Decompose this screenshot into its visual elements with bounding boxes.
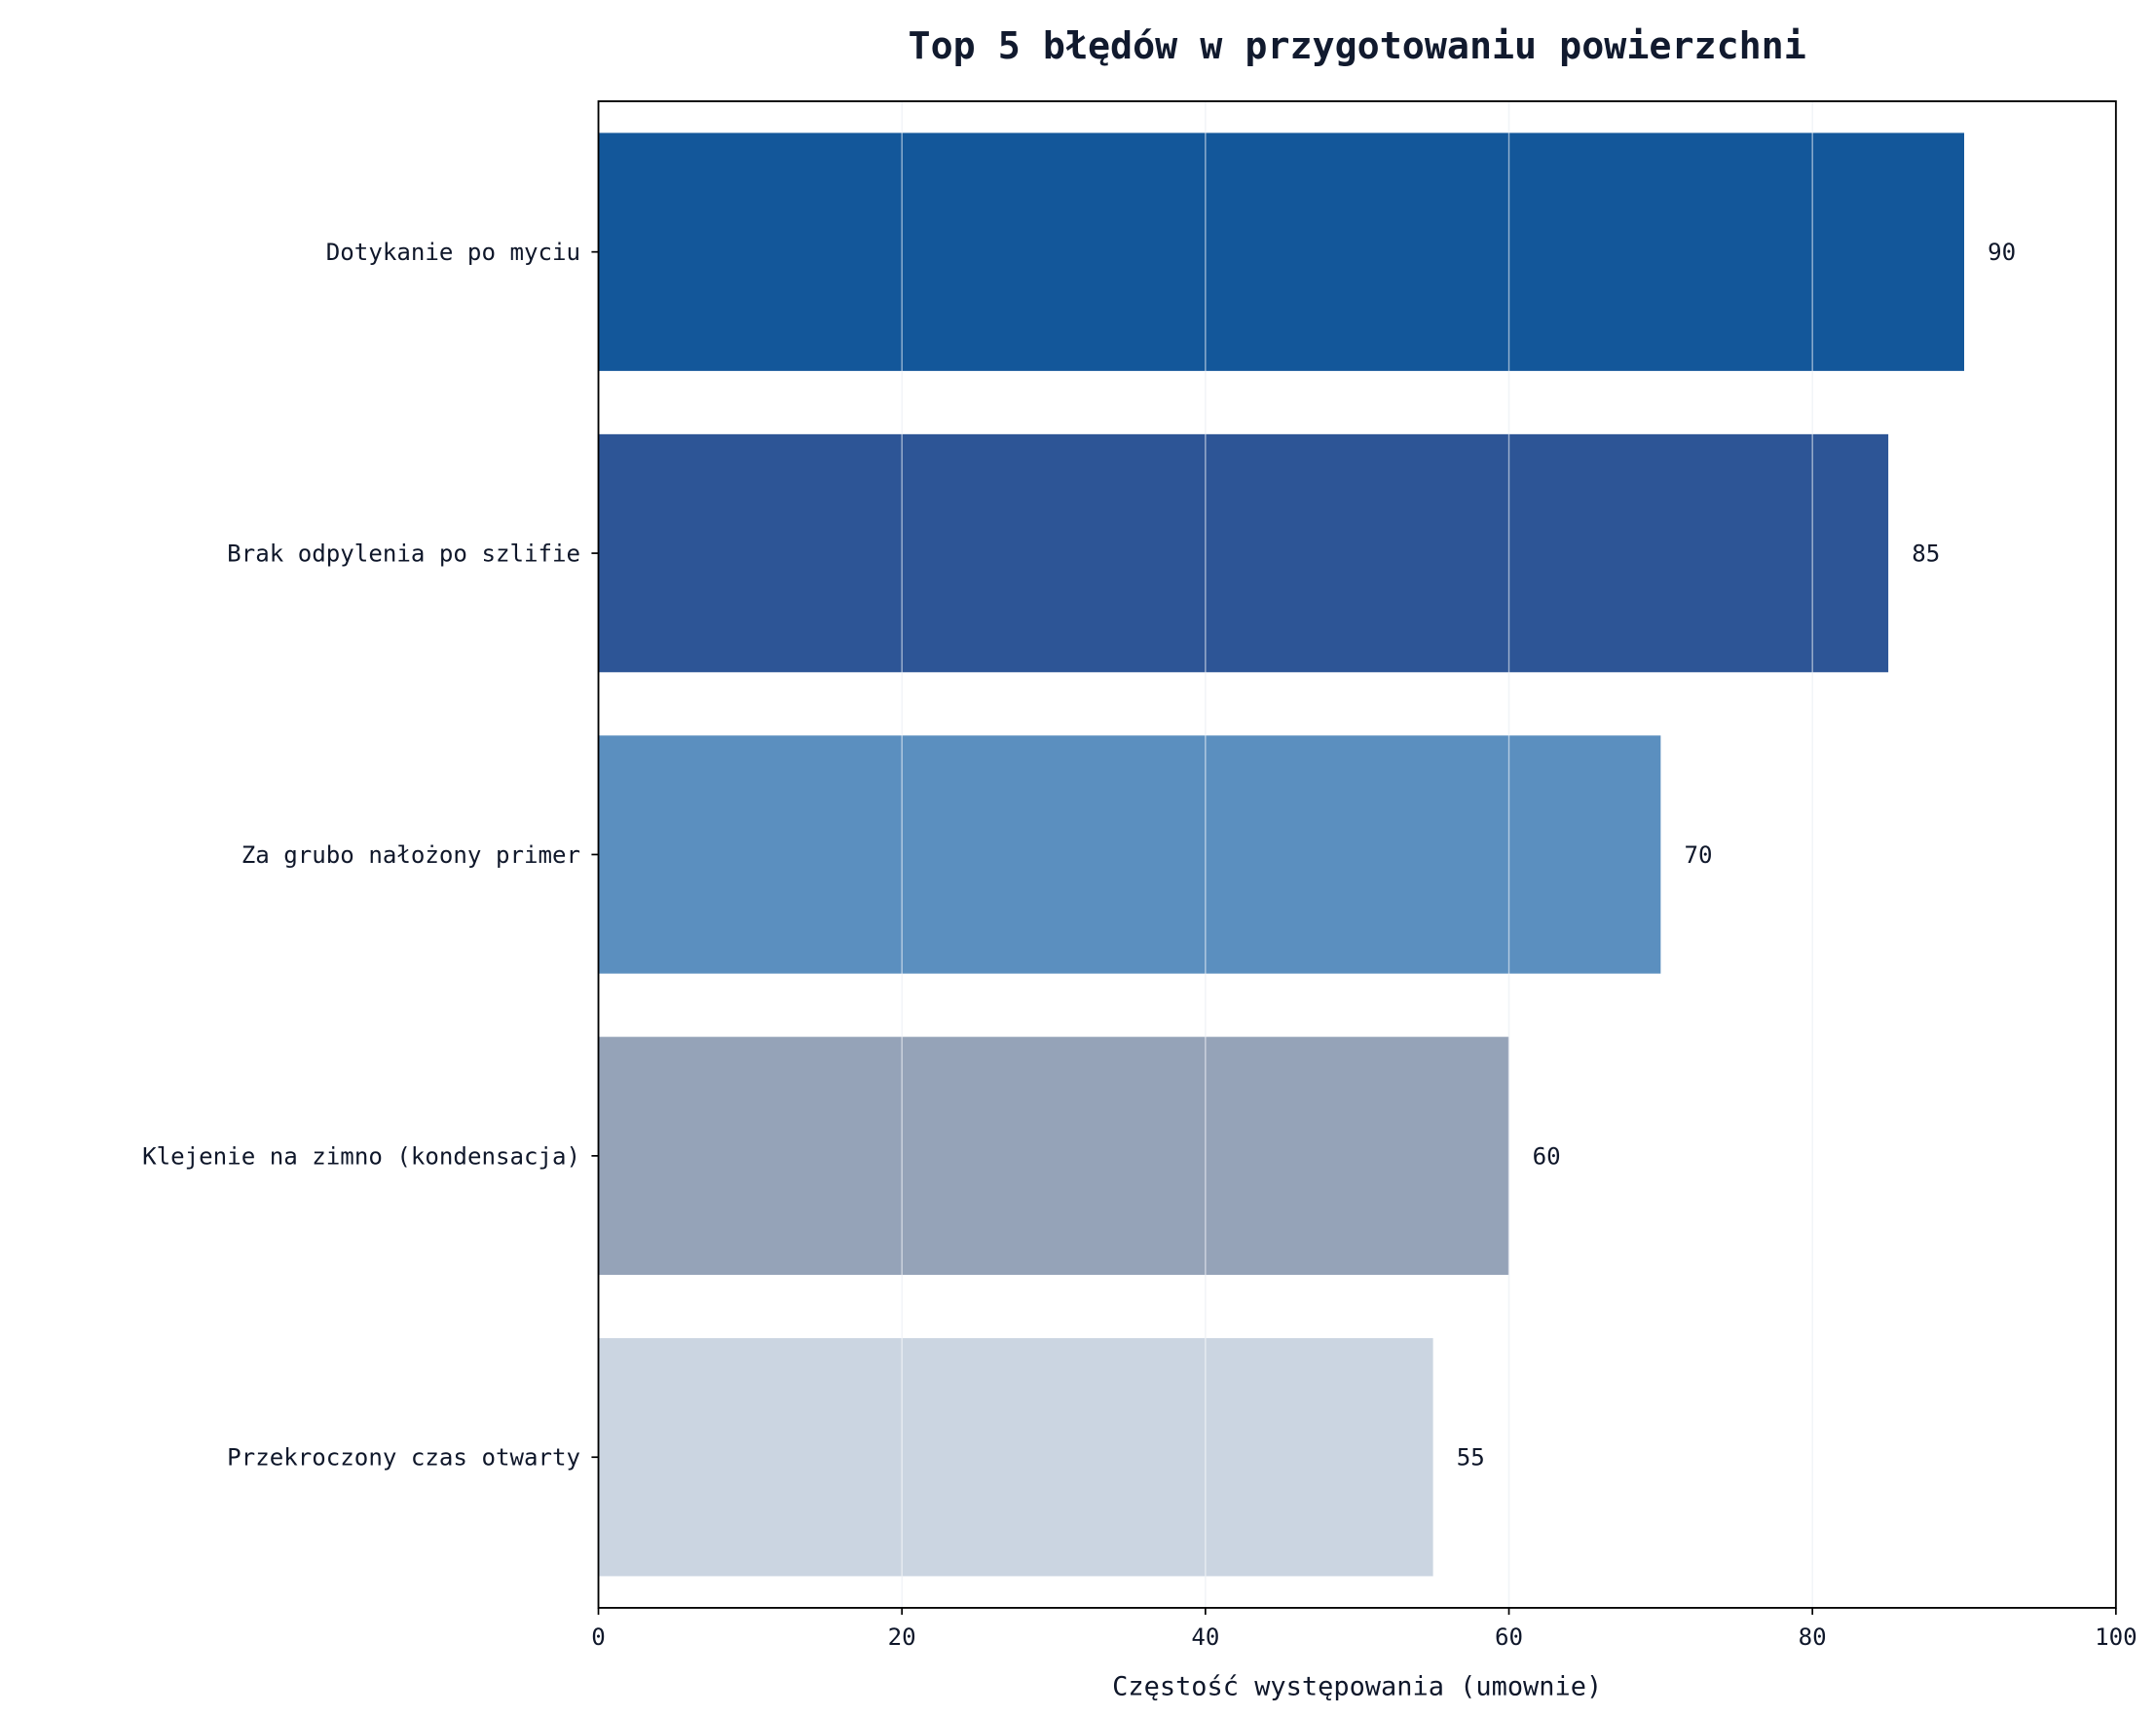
axes: 0 20 40 60 80 100 Dotykanie po myciu Brak odpyl… — [142, 100, 2137, 1651]
x-tick-label: 0 — [591, 1623, 606, 1651]
data-label: 85 — [1912, 541, 1940, 568]
bar — [598, 1036, 1509, 1276]
data-label: 55 — [1457, 1444, 1485, 1472]
x-tick-label: 80 — [1799, 1623, 1827, 1651]
y-tick-label: Za grubo nałożony primer — [242, 841, 580, 869]
y-tick-label: Przekroczony czas otwarty — [227, 1444, 580, 1472]
bar — [598, 735, 1661, 974]
chart-title: Top 5 błędów w przygotowaniu powierzchni — [909, 24, 1806, 68]
x-tick-label: 60 — [1495, 1623, 1523, 1651]
x-tick-label: 20 — [888, 1623, 916, 1651]
data-label: 70 — [1684, 841, 1712, 869]
x-tick-label: 100 — [2095, 1623, 2137, 1651]
x-axis-label: Częstość występowania (umownie) — [1112, 1671, 1602, 1701]
data-label: 90 — [1988, 239, 2016, 266]
data-label: 60 — [1533, 1142, 1561, 1170]
x-tick-label: 40 — [1191, 1623, 1219, 1651]
bar — [598, 1338, 1433, 1577]
bars: 90 85 70 60 55 — [597, 100, 2117, 1608]
y-tick-label: Klejenie na zimno (kondensacja) — [142, 1142, 580, 1170]
bar — [598, 132, 1965, 371]
bar — [598, 433, 1889, 673]
y-tick-label: Dotykanie po myciu — [326, 239, 580, 266]
y-tick-label: Brak odpylenia po szlifie — [227, 541, 580, 568]
plot-frame — [597, 100, 2117, 1609]
